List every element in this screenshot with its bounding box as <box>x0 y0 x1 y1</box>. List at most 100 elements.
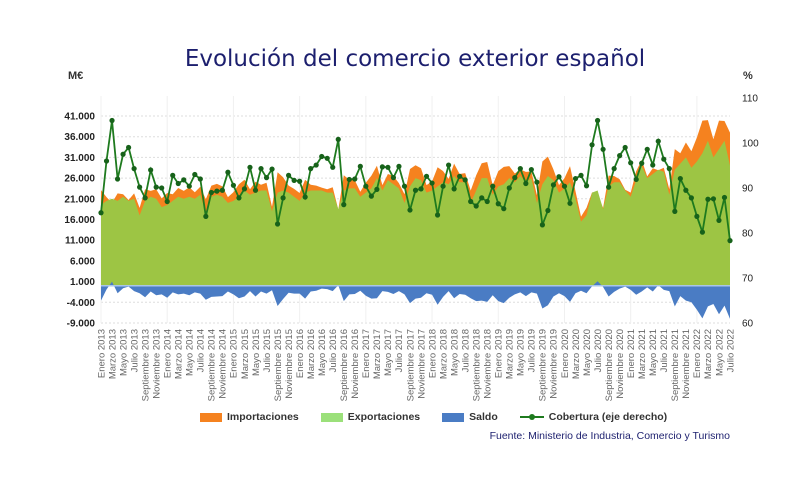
cobertura-point <box>633 176 639 183</box>
x-tick-label: Julio 2019 <box>527 329 538 372</box>
legend-line-marker-icon <box>519 414 544 420</box>
cobertura-point <box>109 117 115 124</box>
cobertura-point <box>390 175 397 181</box>
left-tick-label: 41.000 <box>64 112 95 123</box>
x-tick-label: Marzo 2013 <box>107 329 118 379</box>
right-axis-unit: % <box>743 70 753 82</box>
legend-item-cobertura: Cobertura (eje derecho) <box>519 411 667 423</box>
cobertura-point <box>545 207 551 214</box>
cobertura-point <box>192 171 198 178</box>
left-tick-label: -4.000 <box>67 298 96 309</box>
cobertura-point <box>583 183 590 189</box>
cobertura-point <box>600 146 606 152</box>
right-tick-label: 100 <box>742 139 759 150</box>
x-tick-label: Marzo 2018 <box>438 329 449 379</box>
cobertura-point <box>302 194 308 200</box>
cobertura-point <box>98 210 104 216</box>
cobertura-point <box>291 177 297 183</box>
cobertura-point <box>230 182 237 188</box>
cobertura-point <box>148 167 154 173</box>
cobertura-point <box>197 176 203 182</box>
cobertura-point <box>418 186 424 192</box>
cobertura-point <box>142 195 148 201</box>
x-tick-label: Julio 2013 <box>129 329 140 372</box>
cobertura-point <box>131 166 137 172</box>
cobertura-point <box>561 183 568 189</box>
cobertura-point <box>341 202 347 208</box>
x-tick-label: Noviembre 2019 <box>549 329 560 399</box>
cobertura-point <box>550 182 557 188</box>
x-tick-label: Noviembre 2020 <box>615 329 626 399</box>
cobertura-point <box>313 162 319 168</box>
x-tick-label: Septiembre 2013 <box>140 329 151 401</box>
cobertura-point <box>606 184 612 190</box>
right-tick-label: 70 <box>742 274 754 285</box>
cobertura-point <box>655 138 661 144</box>
cobertura-point <box>495 201 501 207</box>
x-tick-label: Septiembre 2020 <box>604 329 615 401</box>
cobertura-point <box>164 198 170 205</box>
x-tick-label: Septiembre 2017 <box>405 329 416 401</box>
cobertura-point <box>308 166 314 172</box>
x-tick-label: Septiembre 2018 <box>471 329 482 401</box>
cobertura-point <box>247 164 253 170</box>
x-tick-label: Enero 2015 <box>229 329 240 378</box>
left-tick-label: 26.000 <box>64 174 95 185</box>
cobertura-point <box>335 136 341 142</box>
left-tick-label: 16.000 <box>64 215 95 226</box>
x-tick-label: Enero 2022 <box>692 329 703 378</box>
legend-item-exportaciones: Exportaciones <box>320 411 420 423</box>
x-tick-label: Enero 2021 <box>626 329 637 378</box>
cobertura-point <box>181 177 187 183</box>
left-tick-label: 31.000 <box>64 153 95 164</box>
cobertura-point <box>170 172 176 178</box>
cobertura-point <box>639 160 645 166</box>
x-tick-label: Septiembre 2015 <box>273 329 284 401</box>
x-tick-label: Marzo 2017 <box>372 329 383 379</box>
cobertura-point <box>208 189 214 196</box>
right-tick-label: 60 <box>742 319 754 330</box>
x-tick-label: Noviembre 2015 <box>284 329 295 399</box>
legend-label: Importaciones <box>227 411 299 423</box>
cobertura-point <box>451 186 457 192</box>
x-tick-label: Julio 2014 <box>196 329 207 372</box>
x-tick-label: Julio 2020 <box>593 329 604 372</box>
cobertura-point <box>423 173 430 179</box>
source-note: Fuente: Ministerio de Industria, Comerci… <box>489 430 730 442</box>
cobertura-point <box>429 180 435 186</box>
cobertura-point <box>628 160 634 166</box>
cobertura-point <box>688 195 694 201</box>
left-tick-label: 21.000 <box>64 194 95 205</box>
cobertura-point <box>120 151 126 157</box>
legend-item-importaciones: Importaciones <box>200 411 299 423</box>
cobertura-point <box>556 174 562 180</box>
cobertura-point <box>319 153 325 160</box>
x-tick-label: Enero 2016 <box>295 329 306 378</box>
cobertura-point <box>214 188 220 194</box>
x-tick-label: Septiembre 2021 <box>670 329 681 401</box>
cobertura-point <box>137 184 143 190</box>
right-tick-label: 90 <box>742 184 754 195</box>
x-tick-label: Enero 2020 <box>560 329 571 378</box>
cobertura-point <box>683 187 689 193</box>
cobertura-point <box>534 179 540 185</box>
legend: Importaciones Exportaciones Saldo Cobert… <box>200 411 667 423</box>
cobertura-point <box>159 185 165 191</box>
cobertura-point <box>412 187 419 193</box>
left-tick-label: 36.000 <box>64 132 95 143</box>
cobertura-point <box>617 153 623 159</box>
right-tick-label: 110 <box>742 94 758 105</box>
cobertura-point <box>346 176 352 183</box>
cobertura-point <box>446 162 452 168</box>
cobertura-point <box>490 183 496 189</box>
legend-swatch-orange <box>200 412 222 422</box>
cobertura-point <box>379 164 385 170</box>
x-tick-label: Noviembre 2017 <box>416 329 427 399</box>
x-tick-label: Mayo 2022 <box>714 329 725 376</box>
cobertura-point <box>721 194 728 201</box>
cobertura-point <box>297 178 303 184</box>
cobertura-point <box>407 207 413 213</box>
cobertura-point <box>368 193 374 199</box>
x-tick-label: Mayo 2020 <box>582 329 593 376</box>
cobertura-point <box>661 156 667 162</box>
